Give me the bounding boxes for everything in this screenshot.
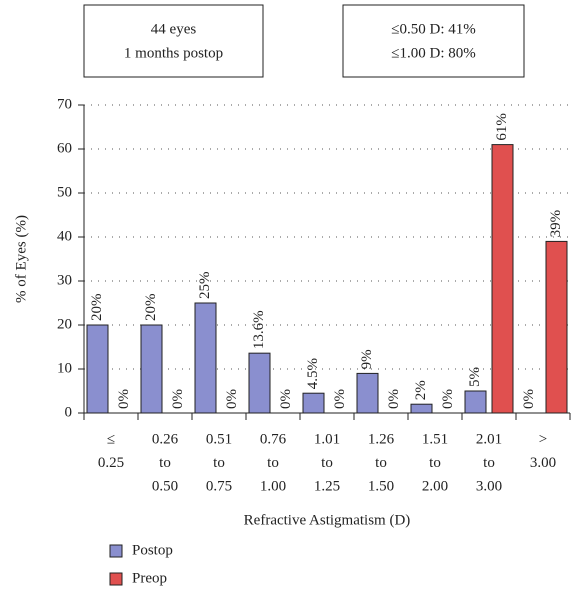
y-tick-label: 30 (57, 272, 72, 288)
data-label: 0% (224, 389, 240, 409)
bar (86, 324, 109, 414)
x-tick-label: to (429, 455, 441, 471)
x-tick-label: 0.25 (98, 455, 124, 471)
data-label: 0% (116, 389, 132, 409)
x-tick-label: 1.26 (368, 431, 395, 447)
x-tick-label: 1.25 (314, 478, 340, 494)
data-label: 61% (494, 113, 510, 141)
y-tick-label: 60 (57, 140, 72, 156)
x-tick-label: 0.76 (260, 431, 287, 447)
data-label: 0% (386, 389, 402, 409)
x-tick-label: to (375, 455, 387, 471)
bar (302, 392, 325, 414)
x-tick-label: 0.51 (206, 431, 232, 447)
x-tick-label: to (213, 455, 225, 471)
x-tick-label: 1.00 (260, 478, 286, 494)
data-label: 0% (332, 389, 348, 409)
data-label: 4.5% (305, 358, 321, 389)
legend-label: Preop (132, 570, 167, 586)
bar (140, 324, 163, 414)
bar (194, 302, 217, 414)
data-label: 25% (197, 272, 213, 300)
y-tick-label: 50 (57, 184, 72, 200)
y-tick-label: 20 (57, 316, 72, 332)
annotation-box (83, 4, 264, 78)
x-axis-label: Refractive Astigmatism (D) (244, 512, 411, 528)
data-label: 5% (467, 367, 483, 387)
x-tick-label: ≤ (107, 431, 115, 447)
annotation-text: 44 eyes (151, 21, 197, 37)
x-tick-label: 1.51 (422, 431, 448, 447)
data-label: 0% (521, 389, 537, 409)
bar (410, 403, 433, 414)
x-tick-label: to (321, 455, 333, 471)
bar (545, 240, 568, 414)
annotation-text: ≤0.50 D: 41% (391, 21, 475, 37)
x-tick-label: 3.00 (476, 478, 502, 494)
x-tick-label: 2.01 (476, 431, 502, 447)
x-tick-label: 3.00 (530, 455, 556, 471)
bar (248, 352, 271, 414)
bar (356, 372, 379, 414)
data-label: 2% (413, 380, 429, 400)
y-tick-label: 10 (57, 360, 72, 376)
annotation-text: 1 months postop (124, 45, 223, 61)
data-label: 39% (548, 210, 564, 238)
y-tick-label: 0 (65, 404, 73, 420)
data-label: 0% (170, 389, 186, 409)
data-label: 9% (359, 349, 375, 369)
bar (464, 390, 487, 414)
y-axis-label: % of Eyes (%) (13, 215, 29, 303)
data-label: 20% (89, 294, 105, 322)
bar (491, 144, 514, 414)
x-tick-label: to (483, 455, 495, 471)
y-tick-label: 70 (57, 96, 72, 112)
x-tick-label: 0.75 (206, 478, 232, 494)
data-label: 20% (143, 294, 159, 322)
legend-swatch (109, 544, 123, 558)
x-tick-label: to (267, 455, 279, 471)
x-tick-label: 0.26 (152, 431, 179, 447)
annotation-text: ≤1.00 D: 80% (391, 45, 475, 61)
data-label: 0% (440, 389, 456, 409)
data-label: 0% (278, 389, 294, 409)
legend-label: Postop (132, 542, 173, 558)
data-label: 13.6% (251, 310, 267, 349)
y-tick-label: 40 (57, 228, 72, 244)
legend-swatch (109, 572, 123, 586)
x-tick-label: 1.01 (314, 431, 340, 447)
annotation-box (342, 4, 525, 78)
x-tick-label: 1.50 (368, 478, 394, 494)
x-tick-label: > (539, 431, 547, 447)
x-tick-label: 0.50 (152, 478, 178, 494)
x-tick-label: to (159, 455, 171, 471)
x-tick-label: 2.00 (422, 478, 448, 494)
